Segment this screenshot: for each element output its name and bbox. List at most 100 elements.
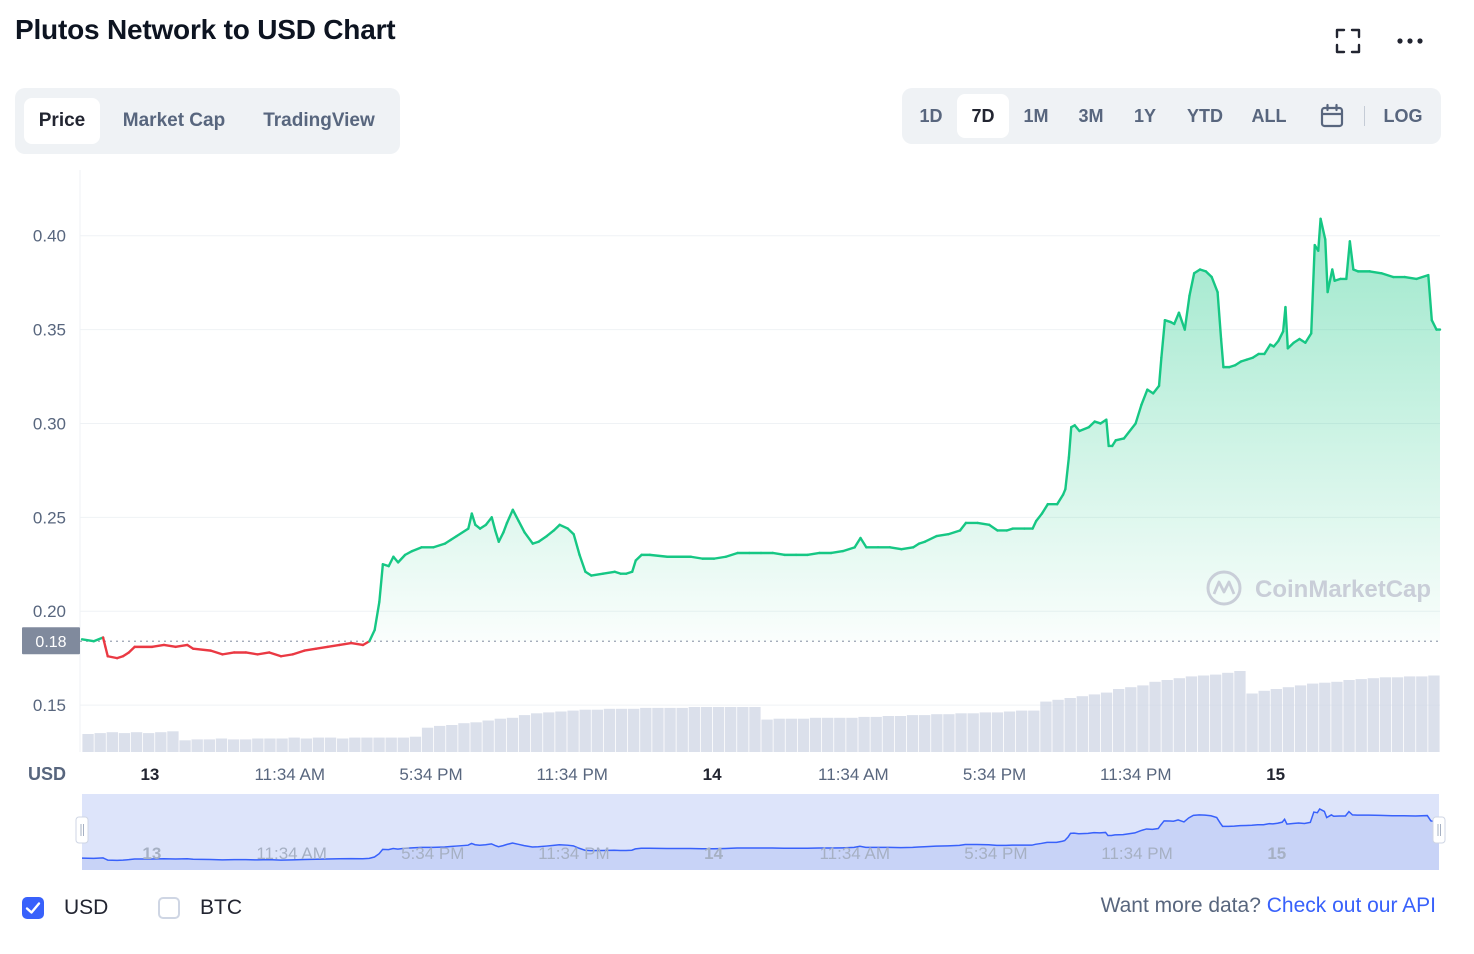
price-segment-up [467,512,474,530]
range-log[interactable]: LOG [1383,106,1423,126]
range-1m[interactable]: 1M [1023,106,1049,126]
price-segment-up [566,527,575,536]
price-segment-down [350,641,365,647]
range-1d[interactable]: 1D [919,106,943,126]
api-prompt-text: Want more data? [1100,894,1261,917]
usd-checkbox[interactable] [22,897,44,919]
volume-bar [518,715,531,752]
check-icon [25,902,41,914]
api-link[interactable]: Check out our API [1266,894,1436,917]
volume-bar [252,738,264,752]
volume-bar [555,711,567,752]
price-segment-up [80,638,95,643]
navigator-labels: 13 11:34 AM 5:34 PM 11:34 PM 14 11:34 AM 5:34 … [142,844,1286,863]
price-chart[interactable]: 0.15 0.20 0.25 0.30 0.35 0.40 13 11:34 AM 5:34 … [0,160,1474,880]
volume-bar [919,715,931,752]
price-segment-down [101,636,107,649]
range-divider [1364,106,1365,126]
volume-bar [203,739,215,752]
range-3m[interactable]: 3M [1078,106,1104,126]
price-segment-up [859,536,868,549]
price-segment-up [523,531,534,545]
price-segment-up [572,533,581,557]
price-segment-down [326,643,341,649]
volume-bar [858,716,870,752]
volume-bar [579,709,591,752]
price-segment-down [361,640,371,647]
more-options-icon[interactable] [1395,26,1425,56]
navigator-left-handle[interactable] [75,816,89,844]
volume-bar [397,737,409,752]
x-tick-label: 13 [140,765,159,784]
price-segment-up [1087,420,1096,429]
tab-tradingview[interactable]: TradingView [263,110,375,131]
price-segment-up [368,628,376,643]
volume-bar [991,712,1004,752]
price-segment-up [1277,330,1285,343]
price-segment-up [976,521,991,527]
volume-bar [640,707,652,752]
navigator[interactable]: 13 11:34 AM 5:34 PM 11:34 PM 14 11:34 AM 5:34 … [75,794,1446,870]
tab-price[interactable]: Price [24,98,100,144]
price-segment-up [935,533,950,538]
volume-bar [1367,678,1379,752]
volume-bar [1028,710,1040,752]
price-segment-up [923,534,938,543]
price-segment-up [900,546,915,551]
volume-bar [1197,675,1210,752]
volume-bar [421,727,434,752]
price-segment-up [1319,217,1327,241]
btc-checkbox[interactable] [158,897,180,919]
volume-bar [300,738,312,752]
price-segment-up [373,600,381,632]
price-segment-up [947,529,962,536]
volume-bar [1040,701,1052,752]
price-segment-up [1304,332,1313,344]
price-segment-down [338,641,353,647]
volume-bar [1416,676,1428,752]
price-segment-up [396,553,407,564]
price-segment-down [303,647,318,652]
range-7d[interactable]: 7D [957,94,1009,138]
volume-bar [361,737,373,752]
volume-bar [531,713,543,752]
navigator-x-label: 14 [704,844,723,863]
range-ytd[interactable]: YTD [1187,106,1223,126]
usd-label: USD [64,896,109,919]
y-tick-label: 0.15 [33,696,66,715]
volume-bar [1003,711,1016,752]
price-segment-down [256,651,271,656]
price-segment-up [1427,273,1434,322]
range-1y[interactable]: 1Y [1133,106,1157,126]
price-segment-up [1380,272,1395,279]
volume-bar [1100,692,1113,752]
price-segment-up [724,551,739,558]
range-all[interactable]: ALL [1251,106,1287,126]
volume-bar [628,708,640,752]
volume-bar [118,733,131,752]
volume-bar [834,717,846,752]
fullscreen-icon[interactable] [1333,26,1363,56]
x-tick-label: 15 [1266,765,1285,784]
navigator-x-label: 11:34 AM [819,844,890,863]
price-area-fill [82,218,1440,642]
price-segment-up [578,553,587,573]
price-segment-up [494,529,500,543]
y-tick-label: 0.35 [33,321,66,340]
volume-bar [725,707,737,752]
volume-bar [737,707,749,752]
volume-bar [979,712,991,752]
tab-market-cap[interactable]: Market Cap [122,110,226,131]
volume-bar [1319,682,1331,752]
y-tick-label: 0.30 [33,414,66,433]
volume-bar [1355,679,1367,752]
price-segment-up [1368,270,1383,275]
price-segment-up [1040,502,1050,515]
volume-bar [1258,690,1270,752]
calendar-icon[interactable] [1318,102,1346,130]
price-segment-up [1134,403,1143,425]
volume-bar [1161,680,1173,752]
navigator-right-handle[interactable] [1432,816,1446,844]
price-segment-up [403,549,414,557]
price-segment-up [1204,270,1213,279]
